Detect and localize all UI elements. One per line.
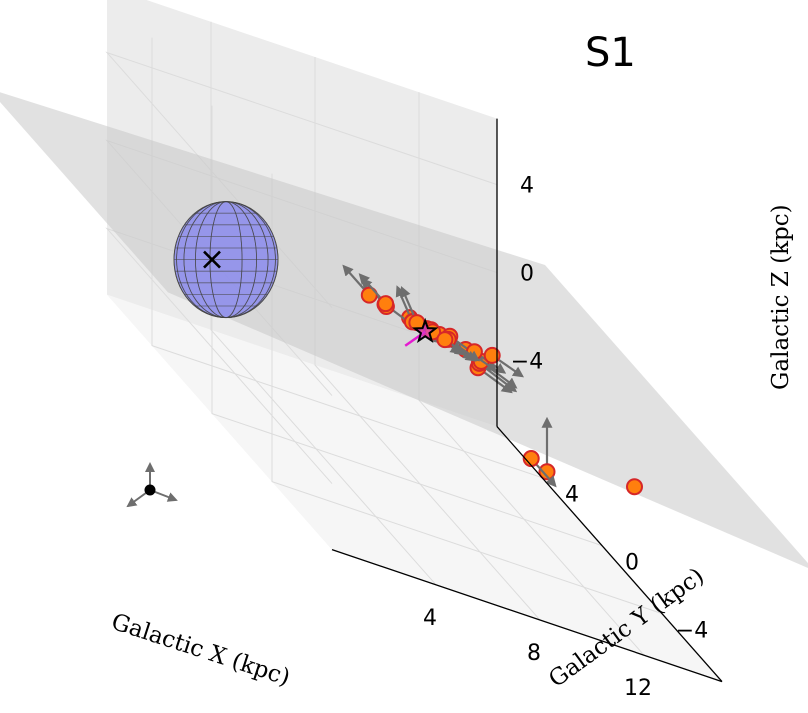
galactic-center-marker xyxy=(203,250,221,269)
cluster-point xyxy=(377,295,395,313)
cluster-point xyxy=(436,331,454,349)
y-axis-line xyxy=(496,426,723,683)
panel-title: S1 xyxy=(585,30,636,76)
axis-lines xyxy=(331,118,723,683)
floor-pane xyxy=(107,294,722,682)
sun-marker xyxy=(411,317,439,344)
z-axis-label: Galactic Z (kpc) xyxy=(768,204,794,390)
tick-labels: 4 8 12 −4 0 4 4 0 −4 xyxy=(423,174,708,702)
data-marks xyxy=(203,250,643,496)
z-tick-label: −4 xyxy=(511,350,543,375)
cluster-point xyxy=(626,478,643,496)
x-tick-label: 8 xyxy=(527,641,541,666)
z-tick-label: 0 xyxy=(520,262,534,287)
grid-line-x xyxy=(210,21,437,586)
triad-origin xyxy=(144,484,156,496)
z-tick-label: 4 xyxy=(520,174,534,199)
grid-line-x xyxy=(314,57,541,621)
y-tick-label: 4 xyxy=(565,483,579,508)
y-tick-label: 0 xyxy=(625,551,639,576)
galactic-center-bulge xyxy=(173,201,279,319)
grid-line-y xyxy=(151,37,543,479)
cluster-point xyxy=(483,346,501,364)
y-tick-label: −4 xyxy=(676,619,708,644)
x-axis-label: Galactic X (kpc) xyxy=(108,609,293,691)
x-tick-label: 4 xyxy=(423,606,437,631)
x-axis-line xyxy=(331,548,723,683)
orientation-triad xyxy=(126,462,178,508)
x-tick-label: 12 xyxy=(624,676,652,701)
